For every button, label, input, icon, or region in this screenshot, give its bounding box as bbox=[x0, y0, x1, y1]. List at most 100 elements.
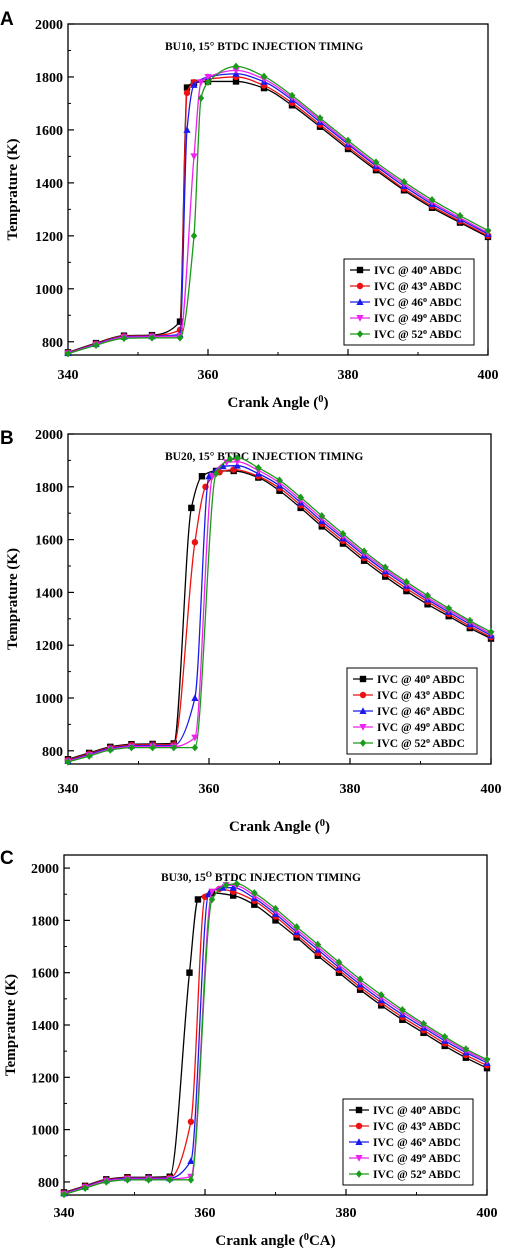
y-tick-label: 1800 bbox=[35, 481, 63, 496]
legend-entry-label: IVC @ 40o ABDC bbox=[374, 263, 462, 278]
data-point bbox=[183, 89, 191, 97]
data-point bbox=[85, 752, 93, 760]
y-tick-label: 1600 bbox=[31, 967, 59, 982]
legend-marker bbox=[356, 266, 364, 274]
legend-marker bbox=[355, 1155, 363, 1162]
legend-entry-label: IVC @ 40o ABDC bbox=[373, 1103, 461, 1118]
data-point bbox=[251, 889, 258, 897]
y-tick-label: 800 bbox=[42, 745, 63, 760]
y-tick-label: 1800 bbox=[35, 71, 63, 86]
y-axis-label: Temprature (K) bbox=[5, 138, 21, 240]
data-point bbox=[251, 901, 258, 908]
x-axis-label: Crank angle (0CA) bbox=[215, 1232, 335, 1250]
data-point bbox=[234, 453, 241, 462]
data-point bbox=[166, 1176, 173, 1184]
y-tick-label: 1800 bbox=[31, 914, 59, 929]
data-point bbox=[260, 72, 268, 81]
data-point bbox=[293, 923, 300, 931]
data-point bbox=[107, 746, 114, 754]
data-point bbox=[191, 743, 199, 752]
data-point bbox=[400, 178, 408, 186]
data-point bbox=[456, 211, 464, 220]
data-point bbox=[191, 734, 199, 742]
y-tick-label: 1400 bbox=[35, 177, 63, 192]
data-point bbox=[441, 1032, 448, 1041]
data-point bbox=[149, 743, 156, 752]
data-point bbox=[487, 628, 495, 636]
data-point bbox=[81, 1184, 89, 1192]
data-point bbox=[230, 892, 237, 899]
data-point bbox=[424, 591, 431, 600]
data-point bbox=[204, 73, 212, 81]
data-point bbox=[128, 743, 135, 752]
legend-entry-label: IVC @ 52o ABDC bbox=[373, 1167, 461, 1182]
y-tick-label: 1400 bbox=[35, 586, 63, 601]
panel-letter: A bbox=[0, 9, 14, 30]
legend-entry-label: IVC @ 46o ABDC bbox=[377, 704, 465, 719]
data-point bbox=[316, 114, 324, 122]
data-point bbox=[356, 975, 364, 984]
data-point bbox=[403, 578, 410, 586]
legend-marker bbox=[359, 691, 367, 699]
data-point bbox=[124, 1176, 131, 1184]
data-point bbox=[466, 616, 474, 625]
legend-entry-label: IVC @ 46o ABDC bbox=[373, 1135, 461, 1150]
data-point bbox=[255, 463, 262, 472]
data-point bbox=[183, 126, 191, 133]
data-point bbox=[191, 694, 199, 701]
data-point bbox=[176, 318, 184, 325]
x-tick-label: 400 bbox=[478, 368, 499, 383]
data-point bbox=[232, 62, 240, 71]
legend-marker bbox=[359, 707, 367, 714]
legend-marker bbox=[359, 675, 367, 683]
legend-entry-label: IVC @ 52o ABDC bbox=[374, 327, 462, 342]
panel-letter: B bbox=[0, 428, 14, 449]
data-point bbox=[232, 67, 240, 75]
chart-title: BU20, 15° BTDC INJECTION TIMING bbox=[165, 451, 363, 463]
y-tick-label: 1000 bbox=[35, 692, 63, 707]
data-point bbox=[233, 458, 241, 466]
data-point bbox=[222, 881, 230, 889]
data-point bbox=[208, 888, 216, 896]
legend-entry-label: IVC @ 49o ABDC bbox=[374, 311, 462, 326]
data-point bbox=[194, 896, 202, 903]
y-tick-label: 1600 bbox=[35, 534, 63, 549]
series-5 bbox=[64, 62, 492, 358]
data-point bbox=[92, 341, 100, 350]
data-point bbox=[226, 455, 234, 463]
x-axis-label: Crank Angle (0) bbox=[229, 818, 330, 836]
data-point bbox=[183, 84, 191, 91]
data-point bbox=[297, 493, 304, 502]
y-tick-label: 1200 bbox=[31, 1071, 59, 1086]
legend-entry-label: IVC @ 43o ABDC bbox=[377, 688, 465, 703]
data-point bbox=[335, 958, 343, 967]
data-point bbox=[212, 469, 220, 478]
legend-entry-label: IVC @ 52o ABDC bbox=[377, 736, 465, 751]
data-point bbox=[186, 969, 193, 976]
y-axis-label: Temprature (K) bbox=[3, 974, 19, 1076]
data-point bbox=[120, 334, 128, 343]
data-point bbox=[223, 459, 231, 467]
legend-marker bbox=[356, 315, 364, 322]
legend-marker bbox=[359, 739, 367, 747]
data-point bbox=[420, 1019, 427, 1028]
data-point bbox=[145, 1176, 152, 1184]
legend-marker bbox=[355, 1138, 363, 1145]
y-axis-label: Temprature (K) bbox=[5, 548, 21, 650]
series-5 bbox=[64, 453, 495, 766]
y-tick-label: 1000 bbox=[31, 1124, 59, 1139]
data-point bbox=[233, 879, 240, 888]
y-tick-label: 1200 bbox=[35, 639, 63, 654]
data-point bbox=[187, 1157, 195, 1164]
x-tick-label: 340 bbox=[54, 1206, 75, 1221]
data-point bbox=[428, 196, 436, 204]
legend-entry-label: IVC @ 40o ABDC bbox=[377, 672, 465, 687]
data-point bbox=[188, 504, 195, 512]
chart-panel-c: C 340 360 380 400 800 1000 1200 1400 1600 1800 2000… bbox=[0, 848, 498, 1249]
data-point bbox=[314, 940, 321, 949]
legend-marker bbox=[355, 1106, 363, 1114]
data-point bbox=[219, 462, 227, 470]
legend-entry-label: IVC @ 46o ABDC bbox=[374, 295, 462, 310]
